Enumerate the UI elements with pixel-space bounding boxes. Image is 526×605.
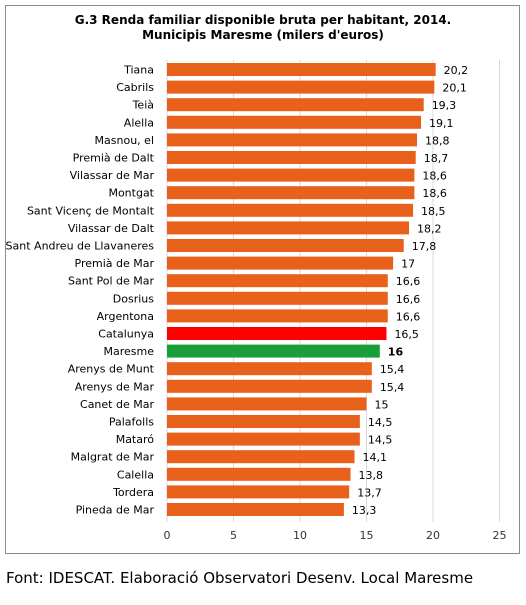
chart-title: G.3 Renda familiar disponible bruta per …	[75, 13, 451, 27]
category-label: Alella	[124, 116, 154, 129]
bar-chart: G.3 Renda familiar disponible bruta per …	[6, 13, 507, 542]
data-label: 14,1	[363, 451, 388, 464]
category-label: Teià	[132, 99, 154, 112]
category-label: Sant Pol de Mar	[68, 275, 155, 288]
data-label: 13,7	[357, 486, 382, 499]
bar	[167, 256, 394, 270]
x-tick-label: 10	[293, 529, 307, 542]
category-label: Vilassar de Mar	[70, 169, 155, 182]
bar	[167, 415, 360, 428]
bar	[167, 503, 344, 516]
bar	[167, 98, 424, 112]
data-label: 13,8	[359, 469, 384, 482]
data-label: 20,2	[444, 64, 469, 77]
category-label: Malgrat de Mar	[71, 451, 155, 464]
x-tick-label: 5	[230, 529, 237, 542]
bar	[167, 467, 351, 481]
bar	[167, 309, 388, 323]
bar	[167, 397, 367, 411]
bar	[167, 80, 435, 94]
category-label: Canet de Mar	[80, 398, 154, 411]
data-label: 16,6	[396, 310, 421, 323]
x-tick-label: 20	[426, 529, 440, 542]
bar	[167, 221, 410, 235]
bar	[167, 168, 415, 182]
category-label: Montgat	[108, 187, 154, 200]
bar	[167, 450, 355, 464]
category-label: Palafolls	[109, 416, 154, 429]
category-label: Vilassar de Dalt	[68, 222, 155, 235]
bar	[167, 151, 416, 164]
bar	[167, 291, 388, 305]
category-label: Calella	[117, 468, 154, 481]
category-label: Masnou, el	[95, 134, 154, 147]
source-note: Font: IDESCAT. Elaboració Observatori De…	[6, 569, 474, 587]
data-label: 17	[401, 258, 415, 271]
category-label: Premià de Mar	[75, 257, 155, 270]
category-label: Maresme	[104, 345, 155, 358]
bar	[167, 63, 436, 76]
category-label: Dosrius	[113, 292, 154, 305]
bar	[167, 133, 418, 147]
bar	[167, 239, 404, 252]
data-label: 17,8	[412, 240, 437, 253]
data-label: 18,7	[424, 152, 449, 165]
bar	[167, 379, 372, 393]
category-labels: Tiana Cabrils Teià Alella Masnou, el Premià d…	[6, 64, 155, 517]
data-label: 14,5	[368, 416, 393, 429]
data-label: 18,5	[421, 205, 446, 218]
category-label: Pineda de Mar	[76, 504, 155, 517]
data-label: 13,3	[352, 504, 377, 517]
category-label: Sant Vicenç de Montalt	[27, 204, 155, 217]
data-label: 19,1	[429, 117, 454, 130]
data-label: 14,5	[368, 434, 393, 447]
bar	[167, 432, 360, 446]
x-tick-labels: 0 5 10 15 20 25	[164, 529, 507, 542]
bar	[167, 115, 422, 129]
category-label: Arenys de Mar	[75, 380, 155, 393]
bar	[167, 485, 350, 499]
data-label: 20,1	[442, 82, 467, 95]
data-label: 16,5	[394, 328, 419, 341]
x-tick-label: 0	[164, 529, 171, 542]
chart-subtitle: Municipis Maresme (milers d'euros)	[142, 28, 384, 42]
data-label: 18,2	[417, 222, 442, 235]
data-label: 18,6	[422, 170, 447, 183]
category-label: Argentona	[97, 310, 154, 323]
data-label: 16,6	[396, 293, 421, 306]
data-label: 15,4	[380, 363, 405, 376]
category-label: Premià de Dalt	[73, 152, 155, 165]
value-labels: 20,2 20,1 19,3 19,1 18,8 18,7 18,6 18,6 18,5 18,2…	[352, 64, 468, 517]
data-label: 15,4	[380, 381, 405, 394]
bar	[167, 274, 388, 288]
data-label: 16,6	[396, 275, 421, 288]
data-label: 18,8	[425, 134, 450, 147]
x-tick-label: 15	[360, 529, 374, 542]
bar	[167, 327, 387, 340]
data-label: 15	[375, 398, 389, 411]
category-label: Catalunya	[98, 328, 154, 341]
data-label: 18,6	[422, 187, 447, 200]
category-label: Tiana	[123, 64, 154, 77]
category-label: Tordera	[112, 486, 154, 499]
bars	[167, 63, 436, 516]
category-label: Sant Andreu de Llavaneres	[6, 240, 155, 253]
bar	[167, 203, 414, 217]
x-tick-label: 25	[493, 529, 507, 542]
category-label: Mataró	[116, 433, 155, 446]
category-label: Arenys de Munt	[68, 363, 155, 376]
category-label: Cabrils	[116, 81, 154, 94]
bar	[167, 344, 380, 358]
data-label: 16	[388, 346, 404, 359]
data-label: 19,3	[432, 99, 457, 112]
bar	[167, 186, 415, 200]
bar	[167, 362, 372, 376]
